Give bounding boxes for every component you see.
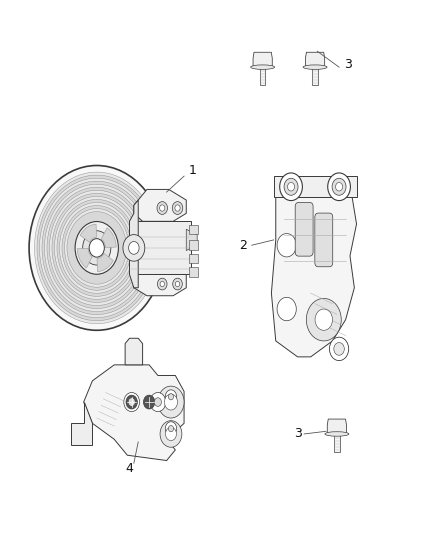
Ellipse shape xyxy=(251,65,275,69)
Circle shape xyxy=(175,205,180,211)
Circle shape xyxy=(49,190,144,305)
Circle shape xyxy=(284,178,298,195)
Polygon shape xyxy=(253,52,272,67)
Polygon shape xyxy=(305,52,325,67)
Circle shape xyxy=(169,394,173,400)
Circle shape xyxy=(126,395,138,409)
Circle shape xyxy=(175,281,180,287)
Circle shape xyxy=(128,398,135,406)
Polygon shape xyxy=(77,248,92,268)
Polygon shape xyxy=(186,229,197,251)
Polygon shape xyxy=(84,365,184,461)
Circle shape xyxy=(129,241,139,254)
Text: 3: 3 xyxy=(293,427,301,440)
Circle shape xyxy=(62,206,131,290)
Bar xyxy=(189,267,198,277)
Circle shape xyxy=(150,392,166,411)
Circle shape xyxy=(329,337,349,361)
FancyBboxPatch shape xyxy=(315,213,333,266)
Circle shape xyxy=(157,201,167,214)
Polygon shape xyxy=(274,176,357,197)
Circle shape xyxy=(160,281,164,287)
Circle shape xyxy=(164,394,177,410)
Circle shape xyxy=(280,173,302,200)
Polygon shape xyxy=(130,221,191,274)
Circle shape xyxy=(60,203,134,293)
Polygon shape xyxy=(130,200,138,288)
Circle shape xyxy=(89,239,104,257)
Circle shape xyxy=(45,184,149,311)
Bar xyxy=(189,254,198,263)
Circle shape xyxy=(54,197,139,300)
Text: 4: 4 xyxy=(126,462,134,475)
Circle shape xyxy=(37,175,156,321)
Circle shape xyxy=(57,199,137,296)
Text: 1: 1 xyxy=(189,164,197,177)
Polygon shape xyxy=(327,419,346,434)
Circle shape xyxy=(29,165,164,330)
Bar xyxy=(260,67,265,85)
Polygon shape xyxy=(80,224,96,243)
Circle shape xyxy=(123,235,145,261)
Ellipse shape xyxy=(303,65,327,69)
Circle shape xyxy=(159,205,165,211)
Polygon shape xyxy=(97,254,113,272)
Circle shape xyxy=(35,172,159,324)
Circle shape xyxy=(124,392,140,411)
Polygon shape xyxy=(71,402,92,445)
Circle shape xyxy=(165,390,177,403)
Circle shape xyxy=(169,425,173,432)
Circle shape xyxy=(277,233,296,257)
Circle shape xyxy=(334,343,344,356)
Ellipse shape xyxy=(325,432,349,436)
Circle shape xyxy=(42,181,152,314)
Circle shape xyxy=(288,182,294,191)
Circle shape xyxy=(166,427,177,441)
Circle shape xyxy=(144,395,155,409)
Circle shape xyxy=(158,386,184,418)
Polygon shape xyxy=(101,228,116,247)
Polygon shape xyxy=(134,274,186,296)
Circle shape xyxy=(64,208,129,287)
Circle shape xyxy=(75,222,118,274)
Circle shape xyxy=(157,278,167,290)
Circle shape xyxy=(277,297,296,321)
Circle shape xyxy=(172,201,183,214)
Bar xyxy=(312,67,318,85)
Circle shape xyxy=(47,187,147,309)
Circle shape xyxy=(160,421,182,447)
Circle shape xyxy=(154,398,162,406)
Polygon shape xyxy=(134,189,186,221)
Bar xyxy=(189,224,198,234)
Circle shape xyxy=(52,193,141,302)
Circle shape xyxy=(315,309,332,330)
Circle shape xyxy=(67,212,127,284)
Polygon shape xyxy=(272,197,357,357)
Text: 3: 3 xyxy=(344,58,352,71)
Bar xyxy=(334,434,339,452)
Circle shape xyxy=(83,231,111,265)
Circle shape xyxy=(336,182,343,191)
Text: 2: 2 xyxy=(239,239,247,252)
Circle shape xyxy=(332,178,346,195)
Circle shape xyxy=(173,278,182,290)
Polygon shape xyxy=(125,338,143,365)
Circle shape xyxy=(306,298,341,341)
FancyBboxPatch shape xyxy=(295,203,313,256)
Circle shape xyxy=(39,178,154,318)
Circle shape xyxy=(165,422,177,435)
Circle shape xyxy=(328,173,350,200)
Bar xyxy=(189,240,198,250)
